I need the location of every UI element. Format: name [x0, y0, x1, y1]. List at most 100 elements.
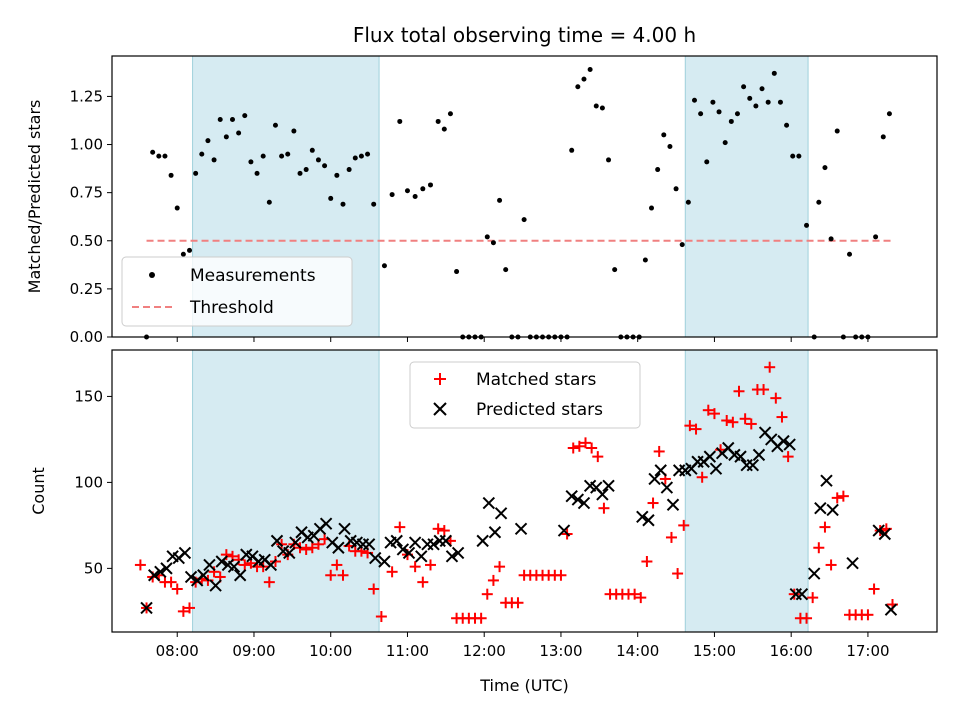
legend-matched-marker — [434, 373, 446, 385]
predicted-star-point — [571, 493, 585, 506]
measurement-point — [365, 151, 371, 157]
bottom-x-ticks: 08:00 09:00 10:00 11:00 12:00 13:00 14:00 15:00… — [156, 632, 890, 660]
predicted-star-point — [427, 538, 440, 551]
matched-star-point — [862, 609, 874, 621]
ratio-panel: 0.00 0.25 0.50 0.75 1.00 1.25 Flux total obse… — [25, 23, 938, 346]
chart-title: Flux total observing time = 4.00 h — [353, 23, 696, 47]
measurement-point — [606, 157, 612, 163]
bottom-y-axis-label: Count — [29, 467, 48, 515]
predicted-star-point — [215, 555, 228, 568]
matched-star-point — [708, 408, 720, 420]
measurement-point — [260, 153, 266, 159]
predicted-star-point — [270, 534, 284, 548]
matched-star-point — [739, 413, 751, 425]
predicted-star-point — [408, 536, 422, 549]
bottom-legend: Matched stars Predicted stars — [409, 361, 641, 429]
measurement-point — [266, 199, 272, 205]
measurement-point — [346, 167, 352, 173]
predicted-star-point — [369, 551, 382, 565]
measurement-point — [272, 122, 278, 128]
predicted-star-point — [666, 498, 680, 511]
predicted-star-point — [233, 569, 247, 582]
matched-star-point — [745, 418, 757, 430]
predicted-star-point — [289, 536, 302, 549]
predicted-star-point — [482, 496, 496, 510]
predicted-star-point — [514, 522, 528, 536]
bottom-shaded-intervals — [192, 349, 809, 633]
predicted-star-point — [752, 448, 766, 462]
measurement-point — [655, 167, 661, 173]
legend-predicted-marker — [433, 402, 447, 416]
measurement-point — [822, 165, 828, 171]
measurement-point — [722, 140, 728, 146]
measurement-point — [150, 149, 156, 155]
measurement-point — [741, 84, 747, 90]
matched-star-point — [432, 523, 444, 535]
predicted-star-point — [338, 522, 351, 536]
measurement-point — [156, 153, 162, 159]
matched-star-point — [807, 592, 819, 604]
measurement-point — [698, 111, 704, 117]
matched-star-point — [758, 384, 770, 396]
predicted-star-point — [332, 541, 345, 554]
matched-star-point — [409, 561, 421, 573]
measurement-point — [593, 103, 599, 109]
matched-star-point — [300, 543, 312, 555]
matched-star-point — [555, 569, 567, 581]
measurement-point — [397, 118, 403, 124]
measurement-point — [447, 111, 453, 117]
predicted-star-point — [445, 550, 459, 563]
predicted-star-point — [415, 550, 428, 563]
top-y-tick-label: 0.25 — [70, 280, 103, 298]
top-legend: Measurements Threshold — [121, 256, 353, 327]
predicted-star-point — [648, 472, 661, 486]
predicted-star-point — [197, 569, 210, 582]
matched-star-point — [727, 416, 739, 428]
measurement-point — [427, 182, 433, 188]
top-legend-box — [121, 256, 353, 327]
matched-star-point — [586, 442, 598, 454]
measurement-point — [521, 217, 527, 223]
measurement-point — [328, 195, 334, 201]
measurement-point — [404, 188, 410, 194]
measurement-point — [381, 263, 387, 269]
measurement-point — [710, 99, 716, 105]
matched-star-point — [647, 497, 659, 509]
legend-measurements-label: Measurements — [190, 266, 316, 286]
measurement-point — [168, 172, 174, 178]
measurement-point — [679, 242, 685, 248]
measurement-point — [248, 159, 254, 165]
measurement-point — [162, 153, 168, 159]
matched-star-point — [386, 566, 398, 578]
matched-star-point — [653, 445, 665, 457]
matched-star-point — [831, 492, 843, 504]
measurement-point — [303, 167, 309, 173]
predicted-star-point — [654, 464, 667, 477]
measurement-point — [229, 117, 235, 123]
measurement-point — [587, 66, 593, 72]
measurement-point — [441, 126, 447, 132]
measurement-point — [575, 84, 581, 90]
predicted-star-point — [184, 570, 198, 584]
matched-star-point — [696, 471, 708, 483]
matched-star-point — [868, 583, 880, 595]
measurement-point — [796, 153, 802, 159]
measurement-point — [816, 199, 822, 205]
matched-star-point — [837, 490, 849, 502]
bottom-x-tick-label: 08:00 — [156, 642, 199, 660]
measurement-point — [358, 153, 364, 159]
bottom-axes-frame — [111, 349, 938, 633]
bottom-x-tick-label: 13:00 — [539, 642, 582, 660]
measurement-point — [765, 99, 771, 105]
bottom-legend-box — [409, 361, 641, 429]
measurement-point — [661, 132, 667, 138]
matched-star-point — [394, 521, 406, 533]
bottom-y-tick-label: 100 — [74, 473, 103, 491]
measurement-point — [193, 170, 199, 176]
bottom-x-tick-label: 15:00 — [693, 642, 736, 660]
measurement-point — [873, 234, 879, 240]
measurement-point — [497, 197, 503, 203]
top-y-tick-label: 0.00 — [70, 328, 103, 346]
measurement-point — [747, 95, 753, 101]
measurement-point — [569, 147, 575, 153]
